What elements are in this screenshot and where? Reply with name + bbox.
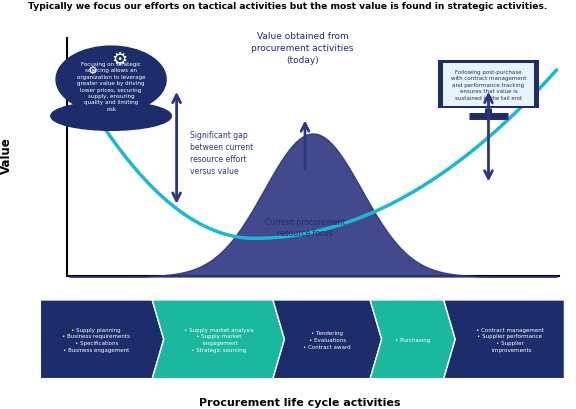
- Text: • Supply market analysis
• Supply market
  engagement
• Strategic sourcing: • Supply market analysis • Supply market…: [184, 327, 253, 352]
- Text: Significant gap
between current
resource effort
versus value: Significant gap between current resource…: [190, 130, 253, 176]
- Polygon shape: [40, 300, 164, 379]
- Polygon shape: [273, 300, 382, 379]
- Polygon shape: [152, 300, 285, 379]
- Circle shape: [56, 47, 166, 114]
- Polygon shape: [370, 300, 455, 379]
- Text: ⚙: ⚙: [111, 51, 127, 69]
- Text: ⚙: ⚙: [88, 66, 98, 76]
- Text: Procurement life cycle activities: Procurement life cycle activities: [199, 397, 400, 407]
- FancyBboxPatch shape: [442, 64, 535, 106]
- Ellipse shape: [51, 103, 172, 131]
- Text: Value: Value: [1, 137, 13, 174]
- Text: Current procurement
resource focus: Current procurement resource focus: [264, 218, 346, 238]
- Text: • Contract management
• Supplier performance
• Supplier
  improvements: • Contract management • Supplier perform…: [476, 327, 544, 352]
- Text: • Supply planning
• Business requirements
• Specifications
• Business engagement: • Supply planning • Business requirement…: [62, 327, 130, 352]
- Text: Focusing on strategic
sourcing allows an
organization to leverage
greater value : Focusing on strategic sourcing allows an…: [77, 62, 145, 111]
- Text: • Tendering
• Evaluations
• Contract award: • Tendering • Evaluations • Contract awa…: [304, 330, 351, 349]
- Text: Value obtained from
procurement activities
(today): Value obtained from procurement activiti…: [251, 32, 354, 65]
- FancyBboxPatch shape: [438, 61, 539, 109]
- Text: • Purchasing: • Purchasing: [395, 337, 430, 342]
- Text: Following post-purchase
with contract management
and performance tracking
ensure: Following post-purchase with contract ma…: [451, 70, 526, 100]
- Polygon shape: [444, 300, 564, 379]
- Text: Typically we focus our efforts on tactical activities but the most value is foun: Typically we focus our efforts on tactic…: [28, 2, 548, 11]
